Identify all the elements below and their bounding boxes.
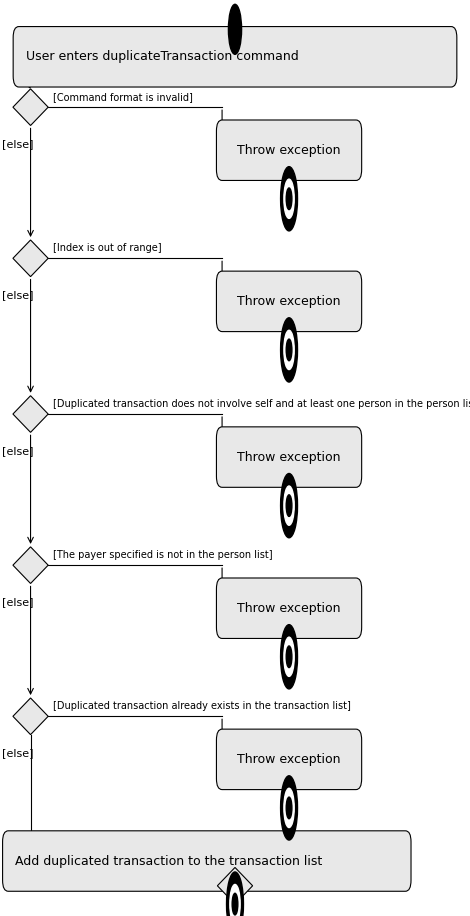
- Ellipse shape: [286, 797, 292, 819]
- FancyBboxPatch shape: [13, 27, 457, 87]
- Ellipse shape: [284, 638, 294, 676]
- Ellipse shape: [284, 486, 294, 525]
- Text: [Command format is invalid]: [Command format is invalid]: [53, 92, 193, 102]
- Polygon shape: [13, 89, 48, 125]
- Ellipse shape: [286, 495, 292, 517]
- Polygon shape: [13, 240, 48, 277]
- Ellipse shape: [232, 893, 238, 915]
- Text: [Index is out of range]: [Index is out of range]: [53, 243, 162, 253]
- Text: [else]: [else]: [2, 446, 34, 456]
- FancyBboxPatch shape: [216, 120, 362, 180]
- FancyBboxPatch shape: [216, 729, 362, 790]
- Text: Throw exception: Throw exception: [237, 602, 341, 615]
- FancyBboxPatch shape: [216, 427, 362, 487]
- FancyBboxPatch shape: [216, 578, 362, 638]
- Polygon shape: [13, 698, 48, 735]
- Text: User enters duplicateTransaction command: User enters duplicateTransaction command: [26, 50, 298, 63]
- Ellipse shape: [286, 646, 292, 668]
- FancyBboxPatch shape: [216, 271, 362, 332]
- Ellipse shape: [281, 776, 298, 840]
- Polygon shape: [13, 396, 48, 432]
- Ellipse shape: [227, 872, 243, 916]
- Text: [Duplicated transaction does not involve self and at least one person in the per: [Duplicated transaction does not involve…: [53, 398, 470, 409]
- FancyBboxPatch shape: [3, 831, 411, 891]
- Text: [else]: [else]: [2, 139, 34, 149]
- Ellipse shape: [286, 339, 292, 361]
- Ellipse shape: [281, 474, 298, 538]
- Text: Throw exception: Throw exception: [237, 295, 341, 308]
- Ellipse shape: [284, 789, 294, 827]
- Text: [Duplicated transaction already exists in the transaction list]: [Duplicated transaction already exists i…: [53, 701, 351, 711]
- Text: Throw exception: Throw exception: [237, 753, 341, 766]
- Polygon shape: [217, 867, 253, 904]
- Ellipse shape: [281, 625, 298, 689]
- Ellipse shape: [284, 180, 294, 218]
- Ellipse shape: [284, 331, 294, 369]
- Ellipse shape: [230, 885, 240, 916]
- Ellipse shape: [281, 167, 298, 231]
- Ellipse shape: [228, 5, 242, 54]
- Text: Throw exception: Throw exception: [237, 451, 341, 463]
- Text: [else]: [else]: [2, 748, 34, 758]
- Text: [The payer specified is not in the person list]: [The payer specified is not in the perso…: [53, 550, 273, 560]
- Text: [else]: [else]: [2, 290, 34, 300]
- Ellipse shape: [281, 318, 298, 382]
- Ellipse shape: [286, 188, 292, 210]
- Text: [else]: [else]: [2, 597, 34, 607]
- Polygon shape: [13, 547, 48, 583]
- Text: Throw exception: Throw exception: [237, 144, 341, 157]
- Text: Add duplicated transaction to the transaction list: Add duplicated transaction to the transa…: [16, 855, 322, 867]
